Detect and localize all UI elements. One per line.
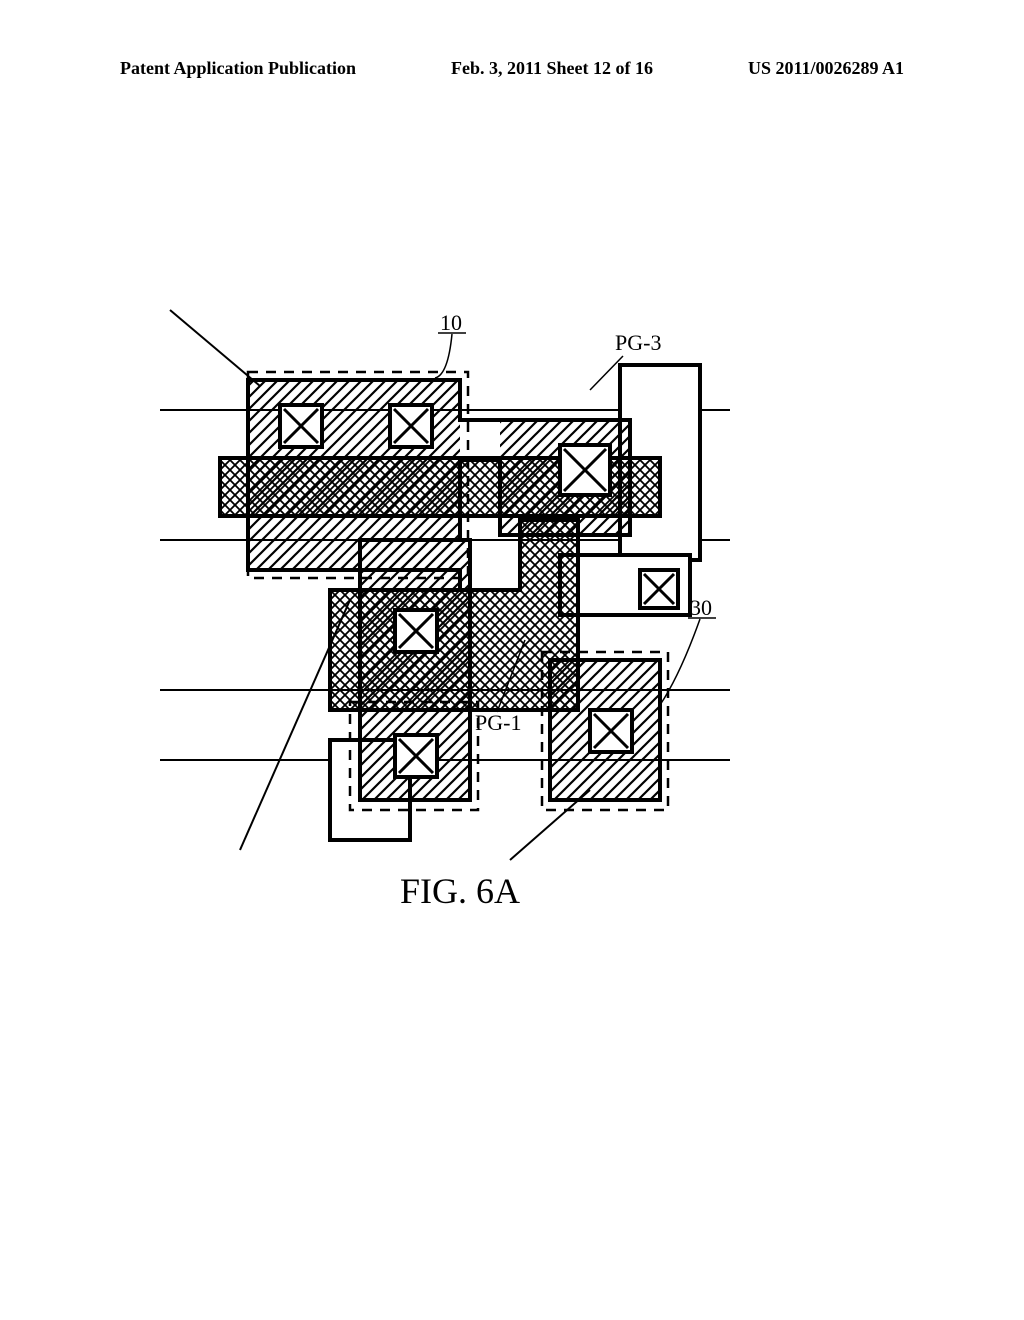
figure-6a: 10 30 PG-3 PG-1 <box>200 290 760 850</box>
svg-text:10: 10 <box>440 310 462 335</box>
circuit-layout-svg: 10 30 PG-3 PG-1 <box>200 290 760 850</box>
header-center: Feb. 3, 2011 Sheet 12 of 16 <box>451 58 653 79</box>
header-left: Patent Application Publication <box>120 58 356 79</box>
page-header: Patent Application Publication Feb. 3, 2… <box>0 58 1024 79</box>
svg-text:PG-1: PG-1 <box>475 710 521 735</box>
figure-label: FIG. 6A <box>400 870 520 912</box>
header-right: US 2011/0026289 A1 <box>748 58 904 79</box>
svg-text:PG-3: PG-3 <box>615 330 661 355</box>
svg-text:30: 30 <box>690 595 712 620</box>
